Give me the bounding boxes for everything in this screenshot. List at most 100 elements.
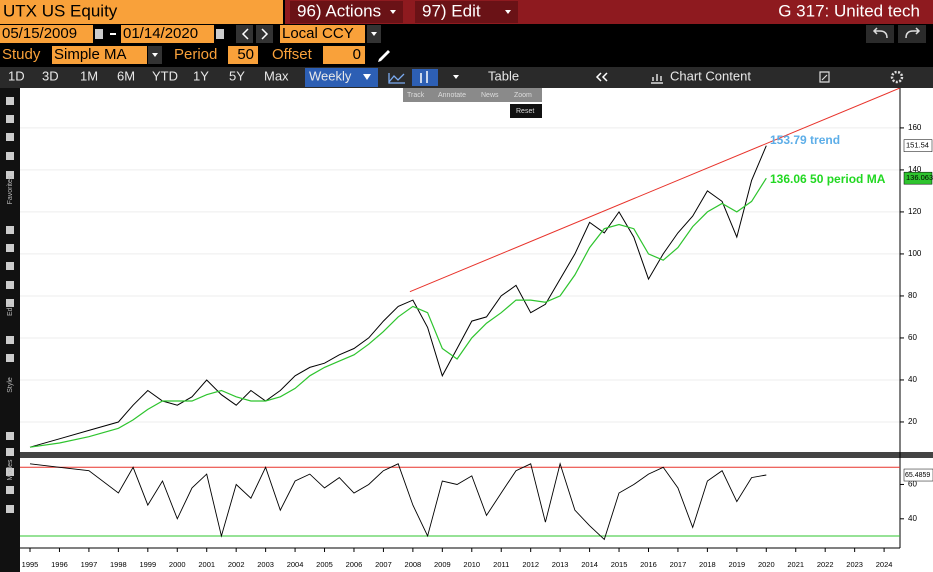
edit-icon[interactable] — [819, 71, 830, 83]
sidebar-label: Modes — [7, 459, 14, 481]
actions-menu[interactable] — [290, 1, 403, 23]
x-tick-label: 2005 — [316, 560, 333, 569]
tool-icon[interactable] — [6, 152, 14, 160]
range-button[interactable]: 1M — [80, 68, 98, 83]
x-tick-label: 2021 — [787, 560, 804, 569]
settings-icon[interactable] — [890, 70, 904, 84]
x-tick-label: 1999 — [139, 560, 156, 569]
content-icon — [651, 74, 663, 84]
range-button[interactable]: 5Y — [229, 68, 245, 83]
undo-button[interactable] — [866, 25, 894, 43]
x-tick-label: 2010 — [463, 560, 480, 569]
popup-item[interactable]: Reset — [516, 108, 534, 115]
y-tick-label: 60 — [908, 480, 917, 489]
period-field[interactable] — [228, 46, 258, 64]
sidebar-icons — [6, 97, 14, 513]
tool-icon[interactable] — [6, 336, 14, 344]
chart-content[interactable]: Chart Content — [670, 68, 751, 83]
period[interactable]: 50 — [237, 46, 254, 63]
tool-icon[interactable] — [6, 354, 14, 362]
collapse-icon[interactable] — [595, 72, 608, 82]
popup-item[interactable]: Zoom — [514, 92, 532, 99]
period-label: Period — [174, 46, 217, 63]
range-button[interactable]: 1Y — [193, 68, 209, 83]
x-tick-label: 2017 — [670, 560, 687, 569]
x-tick-label: 2019 — [728, 560, 745, 569]
tool-icon[interactable] — [6, 468, 14, 476]
last-value-label: 65.4859 — [905, 472, 930, 479]
series-line — [29, 145, 767, 448]
range-button[interactable]: YTD — [152, 68, 178, 83]
x-tick-label: 1996 — [51, 560, 68, 569]
popup-item[interactable]: Track — [407, 92, 425, 99]
study-field[interactable] — [52, 46, 147, 64]
end-date[interactable] — [121, 25, 214, 43]
x-tick-label: 2006 — [346, 560, 363, 569]
frequency[interactable]: Weekly — [309, 68, 352, 83]
range-button[interactable]: 6M — [117, 68, 135, 83]
tool-icon[interactable] — [6, 226, 14, 234]
currency-field[interactable] — [280, 25, 365, 43]
tool-icon[interactable] — [6, 486, 14, 494]
edit-menu[interactable] — [415, 1, 518, 23]
currency[interactable]: Local CCY — [282, 25, 354, 42]
y-tick-label: 60 — [908, 333, 917, 342]
range-button[interactable]: 3D — [42, 68, 59, 83]
y-tick-label: 80 — [908, 291, 917, 300]
last-value-box — [903, 139, 933, 152]
tool-icon[interactable] — [6, 133, 14, 141]
offset[interactable]: 0 — [353, 46, 361, 63]
offset-field[interactable] — [323, 46, 365, 64]
start-date[interactable] — [0, 25, 93, 43]
start-date[interactable]: 05/15/2009 — [2, 25, 77, 42]
frequency-button[interactable] — [305, 68, 378, 87]
security[interactable]: UTX US Equity — [3, 1, 118, 20]
sidebar-label: Edit — [7, 304, 14, 316]
y-tick-label: 120 — [908, 207, 922, 216]
bar-icon-button[interactable] — [412, 69, 438, 86]
reset-button[interactable] — [510, 104, 542, 118]
undo-redo-icons — [872, 27, 921, 39]
security-field[interactable] — [0, 0, 283, 24]
tool-icon[interactable] — [6, 97, 14, 105]
x-tick-label: 2011 — [493, 560, 509, 569]
y-tick-label: 140 — [908, 165, 922, 174]
x-tick-label: 2014 — [581, 560, 598, 569]
tool-icon[interactable] — [6, 244, 14, 252]
x-tick-label: 2009 — [434, 560, 451, 569]
y-tick-label: 100 — [908, 249, 922, 258]
tool-icon[interactable] — [6, 448, 14, 456]
caret — [363, 74, 371, 80]
calendar-icon[interactable] — [216, 29, 224, 39]
popup-item[interactable]: Annotate — [438, 92, 466, 99]
x-tick-label: 2020 — [758, 560, 775, 569]
tool-icon[interactable] — [6, 171, 14, 179]
redo-button[interactable] — [898, 25, 926, 43]
tool-icon[interactable] — [6, 281, 14, 289]
x-tick-label: 2015 — [611, 560, 628, 569]
table-button[interactable]: Table — [488, 68, 519, 83]
tool-icon[interactable] — [6, 262, 14, 270]
popup-menu — [403, 88, 542, 102]
range-button[interactable]: 1D — [8, 68, 25, 83]
tool-icon[interactable] — [6, 115, 14, 123]
prev-button[interactable] — [236, 25, 253, 43]
y-tick-label: 20 — [908, 417, 917, 426]
tool-icon[interactable] — [6, 505, 14, 513]
next-button[interactable] — [256, 25, 273, 43]
menu-item[interactable]: 97) Edit — [422, 1, 481, 20]
range-button[interactable]: Max — [264, 68, 289, 83]
annotation: 153.79 trend — [770, 133, 840, 147]
popup-item[interactable]: News — [481, 92, 499, 99]
x-tick-label: 2024 — [876, 560, 893, 569]
end-date[interactable]: 01/14/2020 — [123, 25, 198, 42]
pencil-icon[interactable] — [378, 50, 390, 62]
line-icon[interactable] — [388, 73, 405, 84]
calendar-icon[interactable] — [95, 29, 103, 39]
tool-icon[interactable] — [6, 299, 14, 307]
tool-icon[interactable] — [6, 432, 14, 440]
offset-label: Offset — [272, 46, 313, 63]
menu-item[interactable]: 96) Actions — [297, 1, 381, 20]
study[interactable]: Simple MA — [54, 46, 127, 63]
